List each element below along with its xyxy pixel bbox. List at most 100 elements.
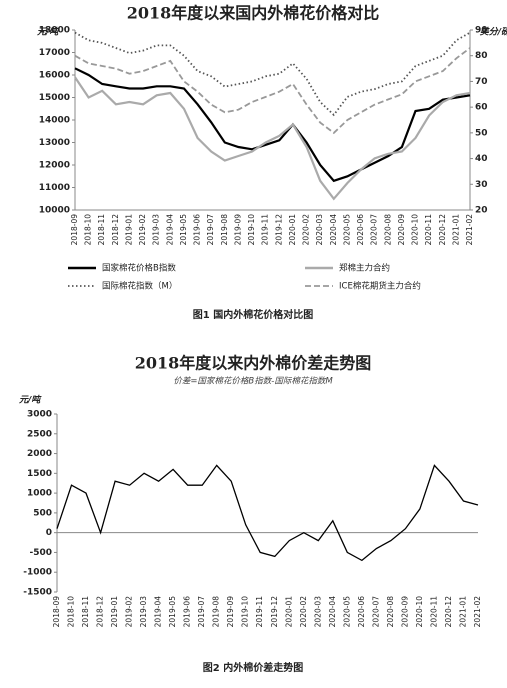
- x-tick-label: 2020-03: [315, 214, 324, 246]
- y-tick-label: -1000: [23, 568, 52, 578]
- y2-tick-label: 70: [475, 77, 488, 87]
- x-tick-label: 2020-11: [429, 596, 438, 628]
- y-tick-label: 14000: [39, 116, 70, 126]
- y-tick-label: 1500: [27, 469, 52, 479]
- x-tick-label: 2019-09: [226, 596, 235, 628]
- x-tick-label: 2021-01: [451, 214, 460, 246]
- x-tick-label: 2019-01: [124, 214, 133, 246]
- x-tick-label: 2020-04: [328, 596, 337, 628]
- y-tick-label: 3000: [27, 410, 52, 420]
- x-tick-label: 2020-02: [302, 214, 311, 246]
- x-tick-label: 2019-12: [274, 214, 283, 246]
- x-tick-label: 2018-12: [111, 214, 120, 246]
- y-tick-label: 16000: [39, 71, 70, 81]
- x-tick-label: 2020-10: [411, 214, 420, 246]
- chart-title: 2018年度以来国内外棉花价格对比: [127, 4, 380, 23]
- x-tick-label: 2018-11: [97, 214, 106, 246]
- x-tick-label: 2020-07: [371, 596, 380, 628]
- x-tick-label: 2019-04: [154, 596, 163, 628]
- x-tick-label: 2020-12: [438, 214, 447, 246]
- x-tick-label: 2020-08: [386, 596, 395, 628]
- y-tick-label: -1500: [23, 588, 52, 598]
- legend-label: 郑棉主力合约: [339, 263, 390, 274]
- y-tick-label: 500: [33, 508, 52, 518]
- y2-tick-label: 30: [475, 180, 488, 190]
- x-tick-label: 2020-01: [284, 596, 293, 628]
- x-tick-label: 2020-09: [400, 596, 409, 628]
- x-tick-label: 2019-07: [206, 214, 215, 246]
- x-tick-label: 2019-11: [255, 596, 264, 628]
- x-tick-label: 2020-03: [313, 596, 322, 628]
- y2-axis-unit: 美分/磅: [480, 27, 507, 38]
- x-tick-label: 2018-10: [67, 596, 76, 628]
- x-tick-label: 2019-03: [139, 596, 148, 628]
- series-line: [74, 47, 471, 135]
- x-tick-label: 2019-11: [261, 214, 270, 246]
- y-tick-label: 17000: [39, 48, 70, 58]
- x-tick-label: 2020-05: [342, 596, 351, 628]
- x-tick-label: 2018-10: [84, 214, 93, 246]
- x-tick-label: 2019-06: [193, 214, 202, 246]
- x-tick-label: 2020-10: [415, 596, 424, 628]
- x-tick-label: 2019-03: [152, 214, 161, 246]
- series-line: [74, 76, 471, 201]
- x-tick-label: 2019-07: [197, 596, 206, 628]
- series-line: [74, 67, 471, 183]
- x-tick-label: 2019-12: [270, 596, 279, 628]
- y-axis-unit: 元/吨: [37, 27, 60, 38]
- x-tick-label: 2019-10: [247, 214, 256, 246]
- x-tick-label: 2018-09: [70, 214, 79, 246]
- y2-tick-label: 80: [475, 51, 488, 61]
- y2-tick-label: 60: [475, 103, 488, 113]
- x-tick-label: 2020-01: [288, 214, 297, 246]
- x-tick-label: 2019-02: [138, 214, 147, 246]
- x-tick-label: 2020-05: [342, 214, 351, 246]
- y-tick-label: 12000: [39, 161, 70, 171]
- legend-label: 国家棉花价格B指数: [102, 263, 176, 274]
- x-tick-label: 2019-04: [165, 214, 174, 246]
- legend-label: ICE棉花期货主力合约: [339, 281, 421, 292]
- x-tick-label: 2020-09: [397, 214, 406, 246]
- figure-caption: 图1 国内外棉花价格对比图: [193, 308, 313, 321]
- x-tick-label: 2019-10: [241, 596, 250, 628]
- series-line: [56, 464, 479, 562]
- y-tick-label: 11000: [39, 183, 70, 193]
- x-tick-label: 2021-02: [473, 596, 482, 628]
- x-tick-label: 2020-06: [357, 596, 366, 628]
- y2-tick-label: 20: [475, 206, 488, 216]
- x-tick-label: 2020-04: [329, 214, 338, 246]
- x-tick-label: 2019-05: [179, 214, 188, 246]
- x-tick-label: 2019-01: [110, 596, 119, 628]
- x-tick-label: 2020-02: [299, 596, 308, 628]
- y-tick-label: 13000: [39, 138, 70, 148]
- x-tick-label: 2021-02: [465, 214, 474, 246]
- x-tick-label: 2020-06: [356, 214, 365, 246]
- y-axis-unit: 元/吨: [19, 395, 42, 406]
- y-tick-label: 10000: [39, 206, 70, 216]
- y-tick-label: 15000: [39, 93, 70, 103]
- y-tick-label: 0: [46, 528, 52, 538]
- y2-tick-label: 90: [475, 26, 488, 36]
- x-tick-label: 2019-05: [168, 596, 177, 628]
- x-tick-label: 2020-11: [424, 214, 433, 246]
- legend-label: 国际棉花指数（M）: [102, 281, 177, 292]
- x-tick-label: 2019-02: [125, 596, 134, 628]
- x-tick-label: 2019-09: [233, 214, 242, 246]
- y2-tick-label: 40: [475, 154, 488, 164]
- x-tick-label: 2021-01: [458, 596, 467, 628]
- x-tick-label: 2018-11: [81, 596, 90, 628]
- chart-title: 2018年度以来内外棉价差走势图: [135, 354, 372, 373]
- x-tick-label: 2020-12: [444, 596, 453, 628]
- x-tick-label: 2018-09: [52, 596, 61, 628]
- figure-caption: 图2 内外棉价差走势图: [203, 661, 303, 674]
- x-tick-label: 2019-08: [220, 214, 229, 246]
- y-tick-label: 2500: [27, 429, 52, 439]
- y2-tick-label: 50: [475, 128, 488, 138]
- x-tick-label: 2019-06: [183, 596, 192, 628]
- y-tick-label: 2000: [27, 449, 52, 459]
- x-tick-label: 2019-08: [212, 596, 221, 628]
- chart-subtitle: 价差=国家棉花价格B指数-国际棉花指数M: [173, 376, 333, 387]
- series-line: [74, 31, 471, 117]
- x-tick-label: 2020-08: [383, 214, 392, 246]
